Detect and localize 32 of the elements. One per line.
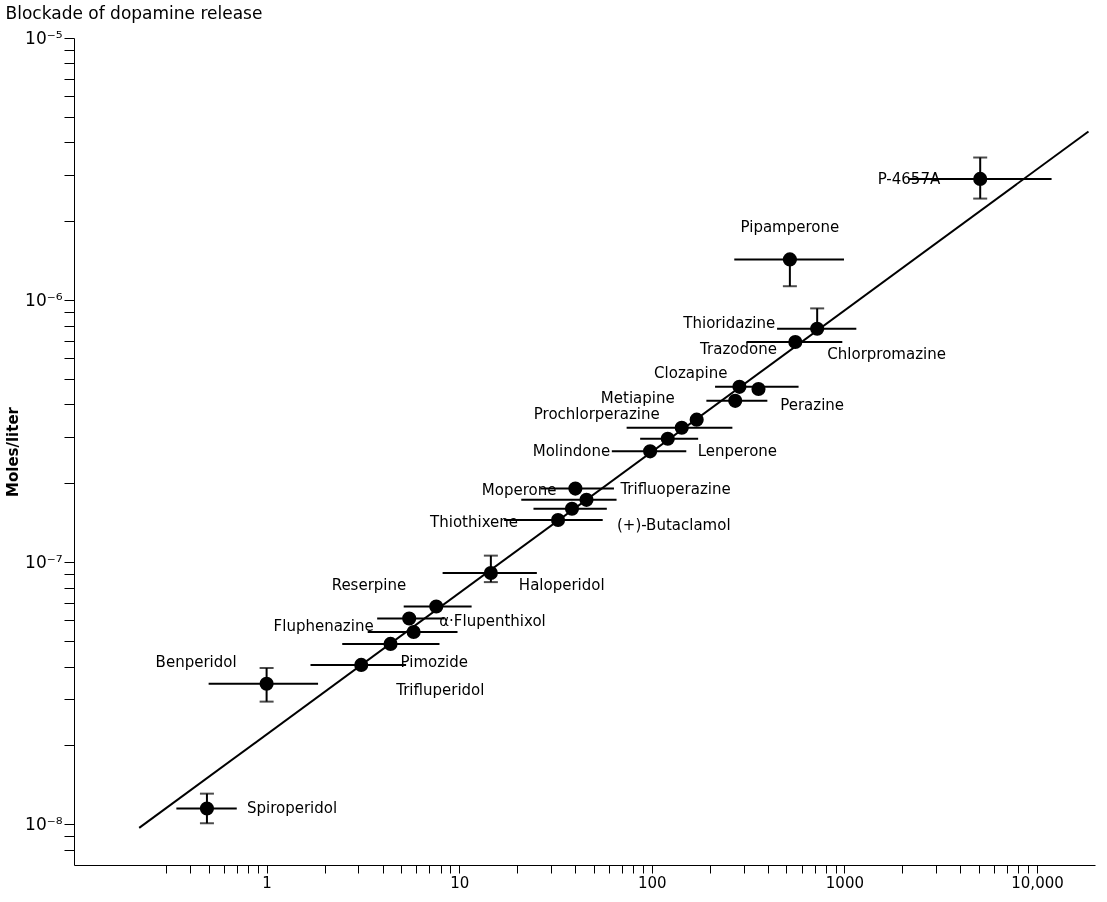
x-tick-label: 10 (450, 873, 470, 892)
annotation: Molindone (532, 442, 611, 461)
annotation: Thiothixene (429, 512, 519, 531)
annotation: Reserpine (331, 575, 407, 594)
annotation: Metiapine (600, 388, 675, 407)
x-tick-label: 1 (262, 873, 272, 892)
annotation: Clozapine (654, 363, 728, 382)
annotation: Spiroperidol (246, 799, 338, 818)
annotation: Chlorpromazine (827, 345, 946, 364)
chart-title: Blockade of dopamine release (5, 3, 263, 23)
annotation: Perazine (780, 395, 845, 414)
annotation: Pipamperone (740, 218, 840, 237)
y-tick-label: 10⁻⁷ (25, 551, 63, 572)
annotation: Fluphenazine (273, 616, 374, 635)
annotation: α·Flupenthixol (439, 611, 546, 630)
annotation: Trazodone (699, 340, 777, 359)
x-tick-label: 10,000 (1011, 873, 1064, 892)
x-tick-label: 100 (637, 873, 667, 892)
annotation: Benperidol (155, 652, 237, 671)
annotation: (+)-Butaclamol (616, 515, 731, 534)
annotation: Trifluperidol (395, 680, 485, 699)
y-tick-label: 10⁻⁶ (25, 289, 63, 310)
y-tick-label: 10⁻⁵ (25, 27, 63, 48)
annotation: Thioridazine (682, 313, 776, 332)
annotation: Haloperidol (518, 576, 605, 594)
annotation: Trifluoperazine (619, 479, 731, 498)
annotation: Moperone (481, 480, 557, 499)
annotation: Lenperone (697, 441, 778, 460)
y-axis-title: Moles/liter (4, 406, 23, 497)
y-tick-label: 10⁻⁸ (25, 813, 63, 834)
annotation: Pimozide (400, 652, 468, 671)
x-tick-label: 1000 (825, 873, 865, 892)
